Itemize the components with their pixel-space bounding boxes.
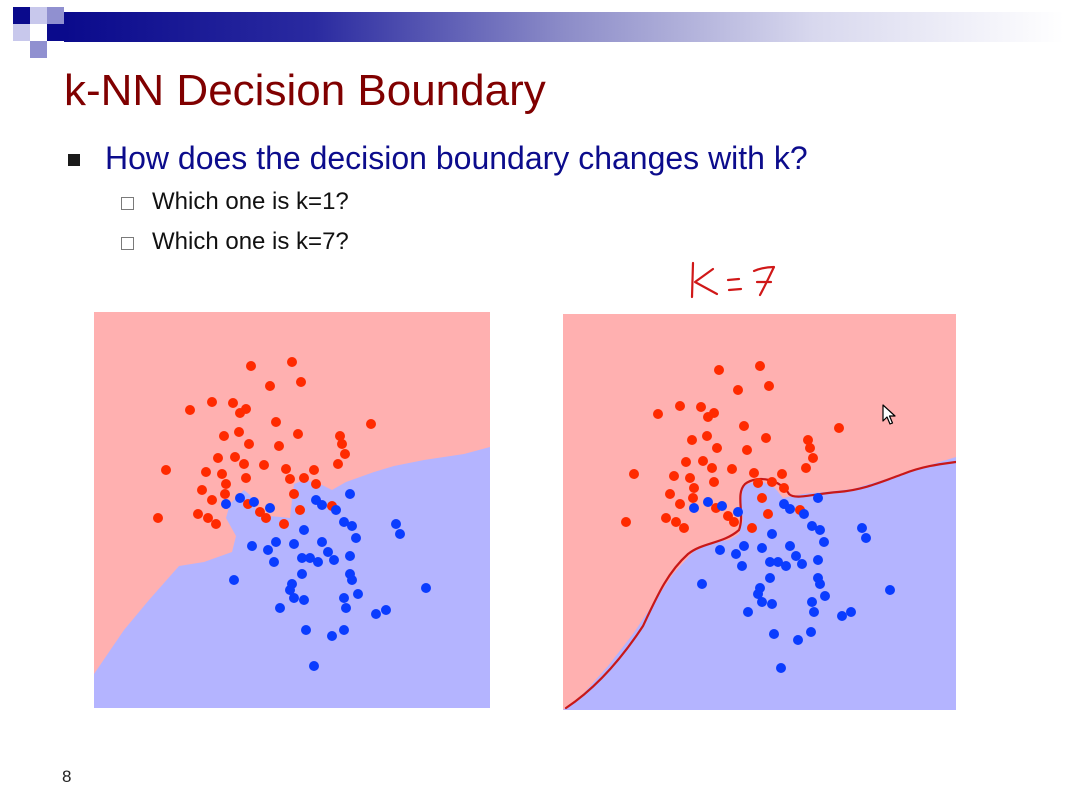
blue-class-region: [94, 447, 490, 708]
header-square: [47, 24, 64, 41]
blue-points: [221, 489, 431, 671]
slide-number: 8: [62, 767, 72, 786]
mouse-cursor-icon: [882, 404, 896, 425]
blue-points: [689, 493, 895, 673]
header-square: [13, 24, 30, 41]
header-gradient-bar: [64, 12, 1064, 42]
sub-bullet-k1: Which one is k=1?: [152, 188, 349, 215]
red-points: [621, 361, 844, 533]
header-square: [13, 7, 30, 24]
bullet-question: How does the decision boundary changes w…: [105, 140, 808, 176]
square-bullet-icon: [68, 154, 80, 166]
slide-title: k-NN Decision Boundary: [64, 66, 546, 115]
decision-boundary-plot-left: [94, 312, 490, 708]
header-square: [30, 41, 47, 58]
header-square: [47, 7, 64, 24]
checkbox-bullet-icon: [121, 237, 134, 250]
handwritten-annotation-k7: [690, 261, 776, 299]
handwritten-boundary-line: [564, 460, 956, 710]
sub-bullet-k7: Which one is k=7?: [152, 228, 349, 255]
decision-boundary-plot-right: [563, 314, 956, 710]
red-points: [153, 357, 376, 529]
header-square: [30, 7, 47, 24]
checkbox-bullet-icon: [121, 197, 134, 210]
